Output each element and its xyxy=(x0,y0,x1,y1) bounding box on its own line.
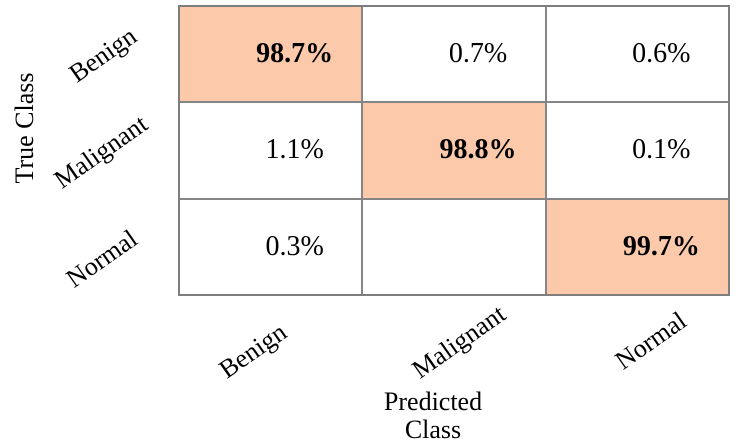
y-axis-title: True Class xyxy=(10,72,39,184)
matrix-cell-r2c1: 1.1% xyxy=(180,103,362,198)
matrix-cell-r1c1: 98.7% xyxy=(180,7,362,102)
y-tick-malignant: Malignant xyxy=(48,109,153,195)
x-tick-normal: Normal xyxy=(609,305,692,376)
matrix-cell-r3c1: 0.3% xyxy=(180,199,362,294)
matrix-cell-r3c3: 99.7% xyxy=(546,199,728,294)
confusion-matrix-grid: 98.7% 0.7% 0.6% 1.1% 98.8% 0.1% 0.3% 99.… xyxy=(178,5,730,296)
y-tick-normal: Normal xyxy=(60,223,143,294)
x-tick-malignant: Malignant xyxy=(406,299,511,385)
matrix-cell-r3c2 xyxy=(363,199,545,294)
y-tick-benign: Benign xyxy=(63,21,142,89)
matrix-cell-r1c2: 0.7% xyxy=(363,7,545,102)
x-tick-benign: Benign xyxy=(213,317,292,385)
matrix-cell-r2c3: 0.1% xyxy=(546,103,728,198)
x-axis-title: Predicted Class xyxy=(384,388,482,444)
matrix-cell-r1c3: 0.6% xyxy=(546,7,728,102)
matrix-cell-r2c2: 98.8% xyxy=(363,103,545,198)
x-axis-title-line1: Predicted xyxy=(383,387,483,416)
x-axis-title-line2: Class xyxy=(404,415,462,444)
